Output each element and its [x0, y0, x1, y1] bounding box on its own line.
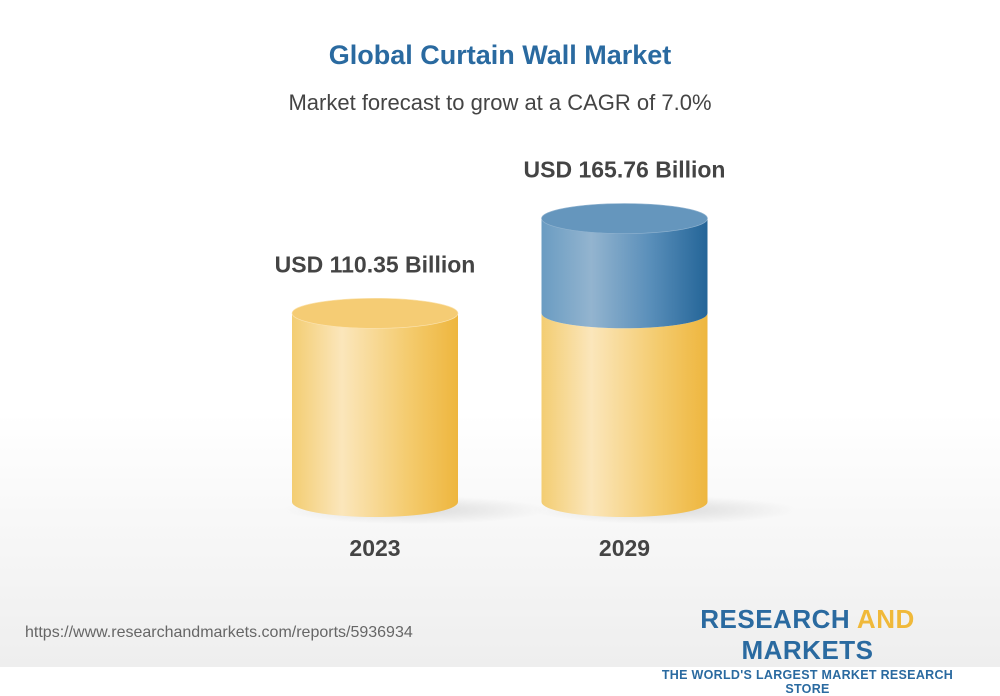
cylinder-body-2023	[292, 313, 458, 517]
research-and-markets-logo: RESEARCH AND MARKETS THE WORLD'S LARGEST…	[661, 604, 954, 696]
chart-title: Global Curtain Wall Market	[328, 40, 672, 70]
cylinder-growth-segment-2029	[541, 218, 708, 329]
cylinder-base-segment-2029	[541, 313, 708, 517]
category-label: 2023	[349, 535, 400, 561]
cylinder-top-2029	[541, 203, 708, 234]
cylinder-top-2023	[291, 298, 459, 329]
cylinder-chart: USD 110.35 Billion 2023 USD 165.76 Billion…	[275, 157, 798, 561]
data-label: USD 165.76 Billion	[524, 157, 726, 183]
data-label: USD 110.35 Billion	[275, 251, 476, 277]
chart-subtitle: Market forecast to grow at a CAGR of 7.0…	[288, 90, 712, 115]
source-url[interactable]: https://www.researchandmarkets.com/repor…	[25, 624, 413, 641]
category-label: 2029	[599, 535, 650, 561]
